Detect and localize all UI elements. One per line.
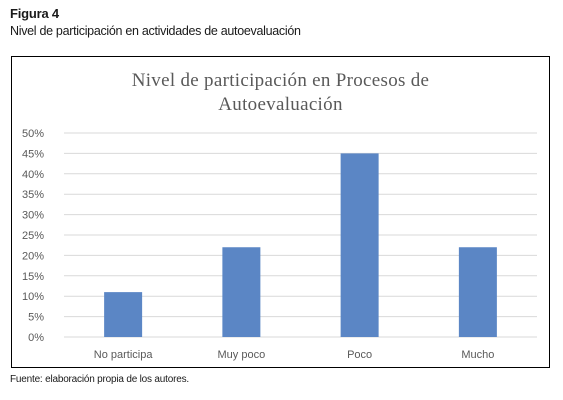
y-tick-label: 35% — [22, 189, 44, 201]
bars — [104, 153, 497, 337]
y-tick-label: 10% — [22, 291, 44, 303]
y-tick-label: 40% — [22, 169, 44, 181]
figure-caption: Nivel de participación en actividades de… — [10, 24, 301, 38]
y-tick-label: 15% — [22, 271, 44, 283]
bar — [458, 247, 497, 337]
y-tick-label: 5% — [28, 312, 44, 324]
y-tick-label: 0% — [28, 332, 44, 344]
x-tick-label: Muy poco — [218, 349, 266, 361]
bar — [340, 153, 379, 337]
chart-title-line-1: Nivel de participación en Procesos de — [131, 70, 430, 91]
chart-title: Nivel de participación en Procesos de Au… — [12, 69, 549, 117]
source-note: Fuente: elaboración propia de los autore… — [10, 374, 189, 385]
x-tick-label: Poco — [347, 349, 372, 361]
y-tick-label: 45% — [22, 148, 44, 160]
y-tick-label: 50% — [22, 128, 44, 140]
y-tick-labels: 0% 5% 10% 15% 20% 25% 30% 35% 40% 45% 50% — [22, 128, 44, 344]
y-tick-label: 20% — [22, 250, 44, 262]
y-tick-label: 25% — [22, 230, 44, 242]
x-tick-label: Mucho — [461, 349, 494, 361]
x-tick-labels: No participa Muy poco Poco Mucho — [94, 349, 495, 361]
bar-chart-plot: 0% 5% 10% 15% 20% 25% 30% 35% 40% 45% 50% No parti… — [22, 128, 537, 361]
x-tick-label: No participa — [94, 349, 154, 361]
y-tick-label: 30% — [22, 210, 44, 222]
chart-frame: Nivel de participación en Procesos de Au… — [11, 56, 550, 368]
chart-title-line-2: Autoevaluación — [218, 94, 343, 115]
bar — [104, 292, 143, 337]
gridlines — [64, 132, 537, 338]
bar — [222, 247, 261, 337]
figure-label: Figura 4 — [10, 6, 59, 21]
